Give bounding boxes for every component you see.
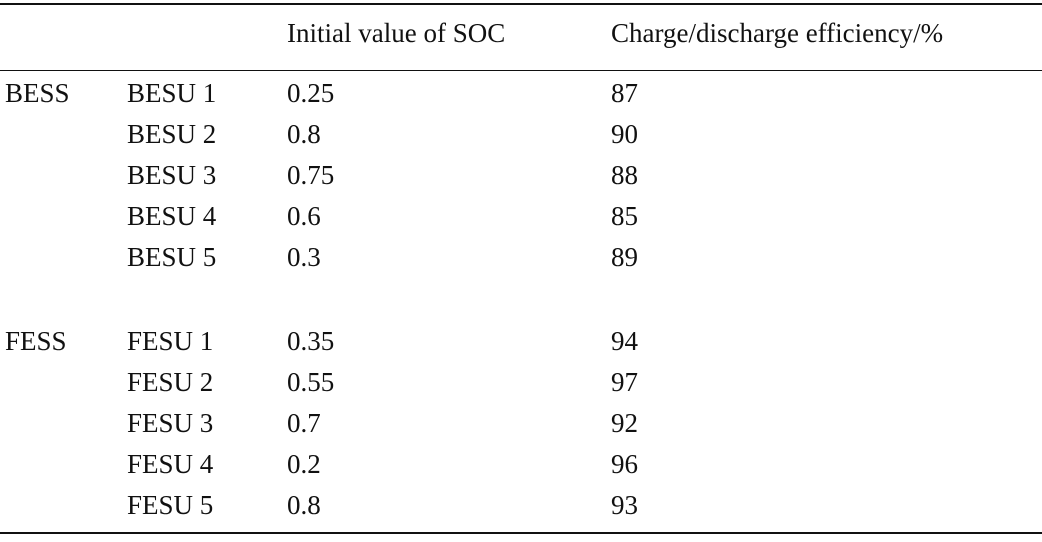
soc-cell: 0.6 <box>287 201 321 231</box>
unit-cell: FESU 5 <box>127 490 214 520</box>
soc-cell: 0.7 <box>287 408 321 438</box>
soc-cell: 0.75 <box>287 160 335 190</box>
soc-cell: 0.2 <box>287 449 321 479</box>
efficiency-cell: 97 <box>611 367 638 397</box>
efficiency-cell: 90 <box>611 119 638 149</box>
soc-cell: 0.35 <box>287 326 335 356</box>
efficiency-cell: 96 <box>611 449 638 479</box>
unit-cell: BESU 3 <box>127 160 217 190</box>
unit-cell: BESU 4 <box>127 201 217 231</box>
unit-cell: BESU 5 <box>127 242 217 272</box>
soc-cell: 0.8 <box>287 119 321 149</box>
group-label-bess: BESS <box>5 78 70 108</box>
unit-cell: BESU 2 <box>127 119 217 149</box>
soc-cell: 0.3 <box>287 242 321 272</box>
bottom-rule <box>0 532 1042 534</box>
group-label-fess: FESS <box>5 326 67 356</box>
header-rule <box>0 70 1042 71</box>
unit-cell: FESU 1 <box>127 326 214 356</box>
unit-cell: FESU 4 <box>127 449 214 479</box>
efficiency-cell: 85 <box>611 201 638 231</box>
efficiency-cell: 92 <box>611 408 638 438</box>
efficiency-cell: 89 <box>611 242 638 272</box>
unit-cell: FESU 2 <box>127 367 214 397</box>
efficiency-cell: 93 <box>611 490 638 520</box>
soc-cell: 0.25 <box>287 78 335 108</box>
soc-cell: 0.55 <box>287 367 335 397</box>
efficiency-cell: 94 <box>611 326 638 356</box>
top-rule <box>0 3 1042 5</box>
unit-cell: FESU 3 <box>127 408 214 438</box>
efficiency-cell: 88 <box>611 160 638 190</box>
header-initial-soc: Initial value of SOC <box>287 18 506 48</box>
unit-cell: BESU 1 <box>127 78 217 108</box>
header-efficiency: Charge/discharge efficiency/% <box>611 18 944 48</box>
soc-cell: 0.8 <box>287 490 321 520</box>
efficiency-cell: 87 <box>611 78 638 108</box>
